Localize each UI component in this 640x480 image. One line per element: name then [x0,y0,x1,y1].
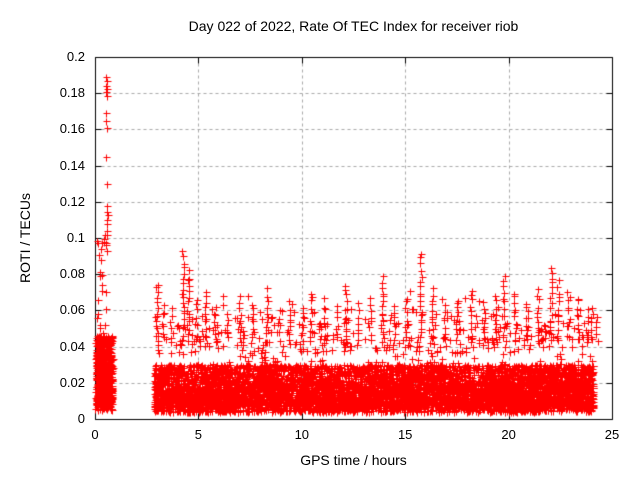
x-tick-label: 10 [294,427,310,442]
x-tick-label: 15 [397,427,413,442]
y-tick-label: 0.14 [59,157,85,173]
y-tick-label: 0.02 [59,374,85,390]
y-tick-label: 0.16 [59,121,85,137]
y-tick-label: 0.18 [59,85,85,101]
x-tick-label: 5 [194,427,202,442]
y-tick-label: 0.2 [66,49,85,64]
y-tick-label: 0.08 [59,266,85,282]
x-tick-label: 25 [604,427,620,442]
y-tick-label: 0.1 [66,230,85,245]
y-tick-label: 0 [77,411,85,426]
x-tick-label: 20 [501,427,516,442]
x-axis-label: GPS time / hours [300,452,407,468]
x-tick-label: 0 [91,427,99,442]
y-tick-label: 0.12 [59,193,85,209]
y-tick-label: 0.06 [59,302,85,318]
chart-title: Day 022 of 2022, Rate Of TEC Index for r… [188,18,519,34]
y-tick-label: 0.04 [59,338,85,354]
